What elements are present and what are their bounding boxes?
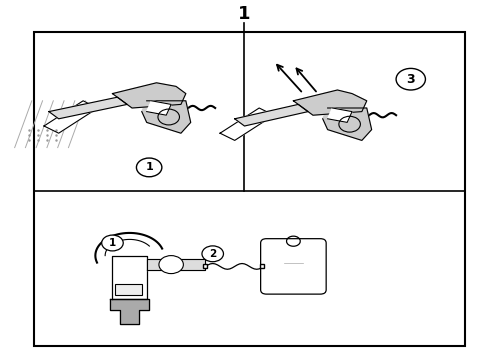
Text: 1: 1 bbox=[145, 162, 153, 172]
Polygon shape bbox=[293, 90, 366, 115]
Circle shape bbox=[395, 68, 425, 90]
Text: 1: 1 bbox=[109, 238, 116, 248]
Polygon shape bbox=[234, 104, 307, 126]
Polygon shape bbox=[142, 101, 190, 133]
Polygon shape bbox=[146, 101, 171, 115]
Bar bbox=[115, 284, 142, 295]
Polygon shape bbox=[220, 108, 273, 140]
Polygon shape bbox=[49, 97, 127, 119]
Polygon shape bbox=[112, 256, 146, 299]
Polygon shape bbox=[44, 101, 98, 133]
Circle shape bbox=[102, 235, 123, 251]
Circle shape bbox=[136, 158, 162, 177]
FancyBboxPatch shape bbox=[260, 239, 325, 294]
Bar bbox=[34, 32, 464, 346]
Text: 2: 2 bbox=[209, 249, 216, 259]
Polygon shape bbox=[327, 108, 351, 122]
Text: 1: 1 bbox=[238, 5, 250, 23]
Circle shape bbox=[159, 256, 183, 274]
Text: 3: 3 bbox=[406, 73, 414, 86]
Polygon shape bbox=[110, 299, 149, 324]
Polygon shape bbox=[112, 83, 185, 108]
Circle shape bbox=[202, 246, 223, 262]
Polygon shape bbox=[146, 259, 205, 270]
Polygon shape bbox=[322, 108, 371, 140]
